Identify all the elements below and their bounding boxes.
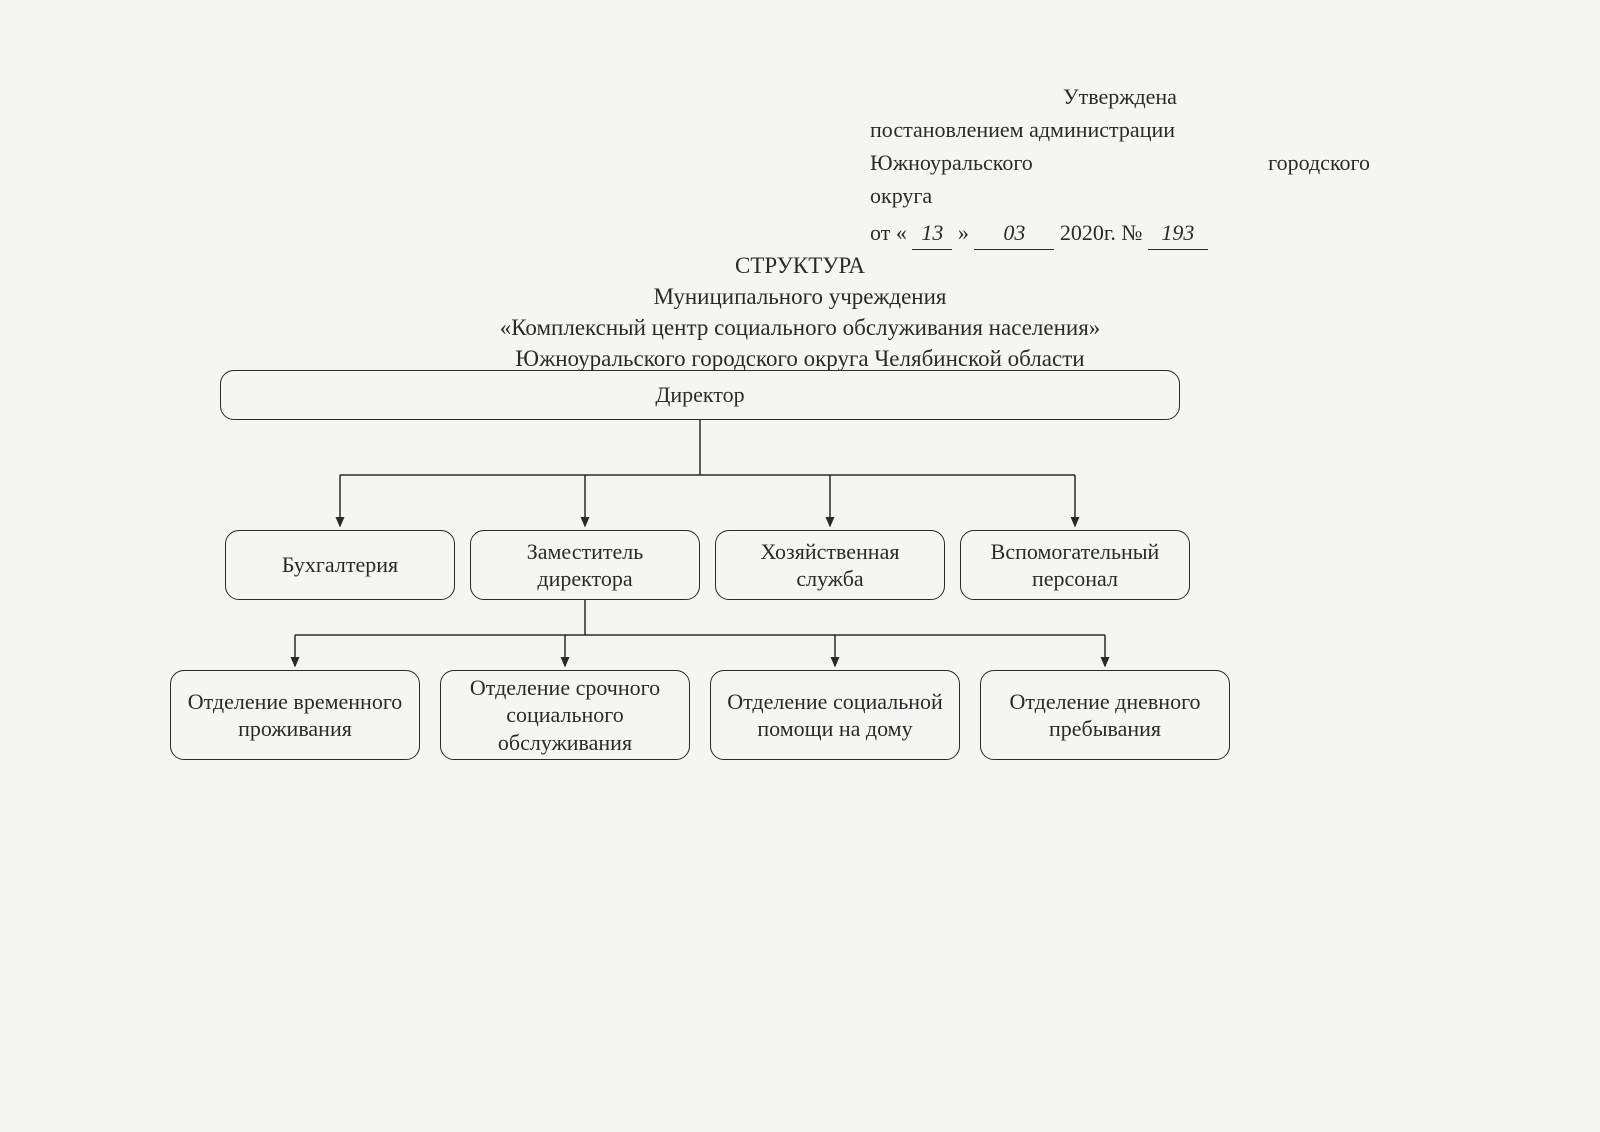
node-deputy-director: Заместитель директора [470, 530, 700, 600]
doc-number-field: 193 [1148, 216, 1208, 250]
title-main: СТРУКТУРА [0, 250, 1600, 281]
approval-line3-left: Южноуральского [870, 146, 1033, 179]
date-mid: » [958, 220, 969, 245]
node-director: Директор [220, 370, 1180, 420]
date-year-suffix: 2020г. № [1060, 220, 1143, 245]
approval-line2: постановлением администрации [870, 113, 1370, 146]
title-block: СТРУКТУРА Муниципального учреждения «Ком… [0, 250, 1600, 374]
node-economic-service: Хозяйственная служба [715, 530, 945, 600]
approval-block: Утверждена постановлением администрации … [870, 80, 1370, 250]
date-month-field: 03 [974, 216, 1054, 250]
approval-date-line: от « 13 » 03 2020г. № 193 [870, 216, 1370, 250]
title-line2: Муниципального учреждения [0, 281, 1600, 312]
node-dept-temporary-residence: Отделение временного проживания [170, 670, 420, 760]
node-dept-home-social-help: Отделение социальной помощи на дому [710, 670, 960, 760]
approval-line3-right: городского [1268, 146, 1370, 179]
node-dept-day-stay: Отделение дневного пребывания [980, 670, 1230, 760]
title-line3: «Комплексный центр социального обслужива… [0, 312, 1600, 343]
node-accounting: Бухгалтерия [225, 530, 455, 600]
node-dept-urgent-social-service: Отделение срочного социального обслужива… [440, 670, 690, 760]
date-prefix: от « [870, 220, 907, 245]
approval-line4: округа [870, 179, 1370, 212]
approval-line3: Южноуральского городского [870, 146, 1370, 179]
node-support-staff: Вспомогательный персонал [960, 530, 1190, 600]
approval-line1: Утверждена [870, 80, 1370, 113]
org-chart: Директор Бухгалтерия Заместитель директо… [0, 370, 1600, 890]
date-day-field: 13 [912, 216, 952, 250]
connectors-svg [0, 370, 1600, 890]
